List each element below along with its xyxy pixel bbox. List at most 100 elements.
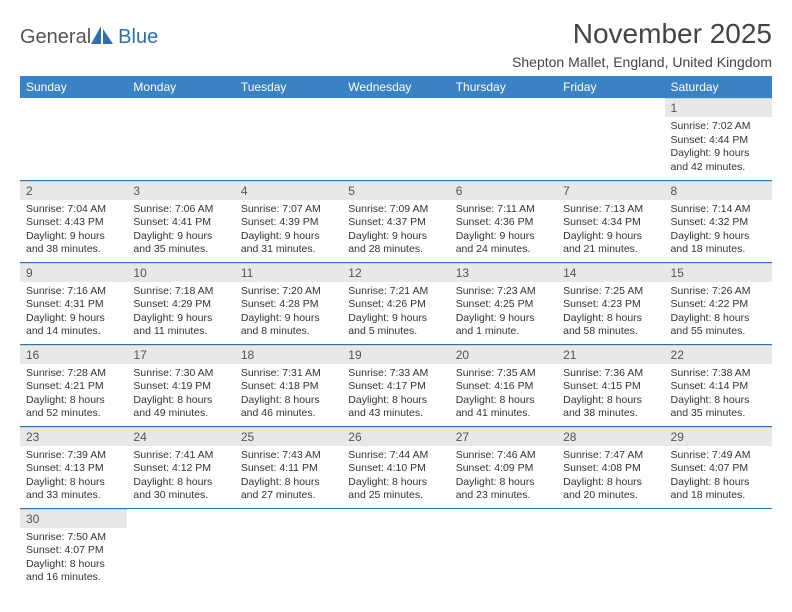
daylight-line: Daylight: 8 hours and 20 minutes. [563, 476, 658, 503]
day-number: 18 [235, 345, 342, 364]
calendar-cell [127, 98, 234, 180]
sunrise-line: Sunrise: 7:02 AM [671, 120, 766, 134]
calendar-cell: 20Sunrise: 7:35 AMSunset: 4:16 PMDayligh… [450, 344, 557, 426]
day-details: Sunrise: 7:09 AMSunset: 4:37 PMDaylight:… [342, 200, 449, 261]
day-number: 16 [20, 345, 127, 364]
daylight-line: Daylight: 9 hours and 5 minutes. [348, 312, 443, 339]
page-header: General Blue November 2025 Shepton Malle… [20, 18, 772, 70]
day-details: Sunrise: 7:02 AMSunset: 4:44 PMDaylight:… [665, 117, 772, 178]
sunset-line: Sunset: 4:29 PM [133, 298, 228, 312]
day-number: 29 [665, 427, 772, 446]
calendar-cell: 6Sunrise: 7:11 AMSunset: 4:36 PMDaylight… [450, 180, 557, 262]
sunset-line: Sunset: 4:26 PM [348, 298, 443, 312]
location-text: Shepton Mallet, England, United Kingdom [512, 54, 772, 70]
calendar-cell: 15Sunrise: 7:26 AMSunset: 4:22 PMDayligh… [665, 262, 772, 344]
calendar-header-row: Sunday Monday Tuesday Wednesday Thursday… [20, 76, 772, 98]
sunset-line: Sunset: 4:41 PM [133, 216, 228, 230]
daylight-line: Daylight: 8 hours and 46 minutes. [241, 394, 336, 421]
sunrise-line: Sunrise: 7:04 AM [26, 203, 121, 217]
calendar-cell: 13Sunrise: 7:23 AMSunset: 4:25 PMDayligh… [450, 262, 557, 344]
sunrise-line: Sunrise: 7:39 AM [26, 449, 121, 463]
calendar-cell: 26Sunrise: 7:44 AMSunset: 4:10 PMDayligh… [342, 426, 449, 508]
day-details: Sunrise: 7:46 AMSunset: 4:09 PMDaylight:… [450, 446, 557, 507]
sunrise-line: Sunrise: 7:16 AM [26, 285, 121, 299]
weekday-header: Monday [127, 76, 234, 98]
sunrise-line: Sunrise: 7:47 AM [563, 449, 658, 463]
day-details: Sunrise: 7:11 AMSunset: 4:36 PMDaylight:… [450, 200, 557, 261]
sunset-line: Sunset: 4:12 PM [133, 462, 228, 476]
daylight-line: Daylight: 9 hours and 14 minutes. [26, 312, 121, 339]
day-details: Sunrise: 7:35 AMSunset: 4:16 PMDaylight:… [450, 364, 557, 425]
sunrise-line: Sunrise: 7:06 AM [133, 203, 228, 217]
weekday-header: Friday [557, 76, 664, 98]
calendar-cell [20, 98, 127, 180]
day-details: Sunrise: 7:41 AMSunset: 4:12 PMDaylight:… [127, 446, 234, 507]
daylight-line: Daylight: 8 hours and 55 minutes. [671, 312, 766, 339]
day-number: 13 [450, 263, 557, 282]
daylight-line: Daylight: 9 hours and 1 minute. [456, 312, 551, 339]
day-details: Sunrise: 7:23 AMSunset: 4:25 PMDaylight:… [450, 282, 557, 343]
sunset-line: Sunset: 4:11 PM [241, 462, 336, 476]
title-block: November 2025 Shepton Mallet, England, U… [512, 18, 772, 70]
day-details: Sunrise: 7:13 AMSunset: 4:34 PMDaylight:… [557, 200, 664, 261]
sunset-line: Sunset: 4:08 PM [563, 462, 658, 476]
calendar-cell [450, 98, 557, 180]
calendar-cell: 16Sunrise: 7:28 AMSunset: 4:21 PMDayligh… [20, 344, 127, 426]
calendar-cell: 21Sunrise: 7:36 AMSunset: 4:15 PMDayligh… [557, 344, 664, 426]
day-details: Sunrise: 7:49 AMSunset: 4:07 PMDaylight:… [665, 446, 772, 507]
day-details: Sunrise: 7:18 AMSunset: 4:29 PMDaylight:… [127, 282, 234, 343]
sunrise-line: Sunrise: 7:28 AM [26, 367, 121, 381]
calendar-body: 1Sunrise: 7:02 AMSunset: 4:44 PMDaylight… [20, 98, 772, 590]
sunrise-line: Sunrise: 7:14 AM [671, 203, 766, 217]
weekday-header: Sunday [20, 76, 127, 98]
sunset-line: Sunset: 4:18 PM [241, 380, 336, 394]
sunrise-line: Sunrise: 7:25 AM [563, 285, 658, 299]
day-number: 23 [20, 427, 127, 446]
sunset-line: Sunset: 4:17 PM [348, 380, 443, 394]
day-number: 22 [665, 345, 772, 364]
daylight-line: Daylight: 8 hours and 16 minutes. [26, 558, 121, 585]
sunset-line: Sunset: 4:31 PM [26, 298, 121, 312]
daylight-line: Daylight: 8 hours and 33 minutes. [26, 476, 121, 503]
day-number: 15 [665, 263, 772, 282]
day-details: Sunrise: 7:06 AMSunset: 4:41 PMDaylight:… [127, 200, 234, 261]
sunset-line: Sunset: 4:22 PM [671, 298, 766, 312]
day-details: Sunrise: 7:44 AMSunset: 4:10 PMDaylight:… [342, 446, 449, 507]
sunset-line: Sunset: 4:10 PM [348, 462, 443, 476]
daylight-line: Daylight: 9 hours and 28 minutes. [348, 230, 443, 257]
calendar-cell: 18 Sunrise: 7:31 AMSunset: 4:18 PMDayligh… [235, 344, 342, 426]
day-details: Sunrise: 7:50 AMSunset: 4:07 PMDaylight:… [20, 528, 127, 589]
day-number: 1 [665, 98, 772, 117]
calendar-cell: 10Sunrise: 7:18 AMSunset: 4:29 PMDayligh… [127, 262, 234, 344]
calendar-cell: 2Sunrise: 7:04 AMSunset: 4:43 PMDaylight… [20, 180, 127, 262]
calendar-cell [235, 98, 342, 180]
sunrise-line: Sunrise: 7:20 AM [241, 285, 336, 299]
day-number: 6 [450, 181, 557, 200]
calendar-cell: 25Sunrise: 7:43 AMSunset: 4:11 PMDayligh… [235, 426, 342, 508]
calendar-cell [450, 508, 557, 590]
daylight-line: Daylight: 8 hours and 38 minutes. [563, 394, 658, 421]
sail-icon [89, 24, 115, 51]
daylight-line: Daylight: 9 hours and 8 minutes. [241, 312, 336, 339]
day-details: Sunrise: 7:38 AMSunset: 4:14 PMDaylight:… [665, 364, 772, 425]
sunset-line: Sunset: 4:25 PM [456, 298, 551, 312]
daylight-line: Daylight: 9 hours and 18 minutes. [671, 230, 766, 257]
calendar-cell: 4Sunrise: 7:07 AMSunset: 4:39 PMDaylight… [235, 180, 342, 262]
sunset-line: Sunset: 4:14 PM [671, 380, 766, 394]
sunrise-line: Sunrise: 7:23 AM [456, 285, 551, 299]
calendar-cell: 30Sunrise: 7:50 AMSunset: 4:07 PMDayligh… [20, 508, 127, 590]
day-number: 27 [450, 427, 557, 446]
sunrise-line: Sunrise: 7:35 AM [456, 367, 551, 381]
day-number: 12 [342, 263, 449, 282]
sunset-line: Sunset: 4:43 PM [26, 216, 121, 230]
day-details: Sunrise: 7:14 AMSunset: 4:32 PMDaylight:… [665, 200, 772, 261]
calendar-cell: 3Sunrise: 7:06 AMSunset: 4:41 PMDaylight… [127, 180, 234, 262]
day-details: Sunrise: 7:39 AMSunset: 4:13 PMDaylight:… [20, 446, 127, 507]
day-number: 17 [127, 345, 234, 364]
sunrise-line: Sunrise: 7:31 AM [241, 367, 336, 381]
calendar-cell [665, 508, 772, 590]
day-number: 2 [20, 181, 127, 200]
sunrise-line: Sunrise: 7:50 AM [26, 531, 121, 545]
calendar-row: 2 Sunrise: 7:04 AMSunset: 4:43 PM Daylight… [20, 180, 772, 262]
calendar-row: 1Sunrise: 7:02 AMSunset: 4:44 PMDaylight… [20, 98, 772, 180]
